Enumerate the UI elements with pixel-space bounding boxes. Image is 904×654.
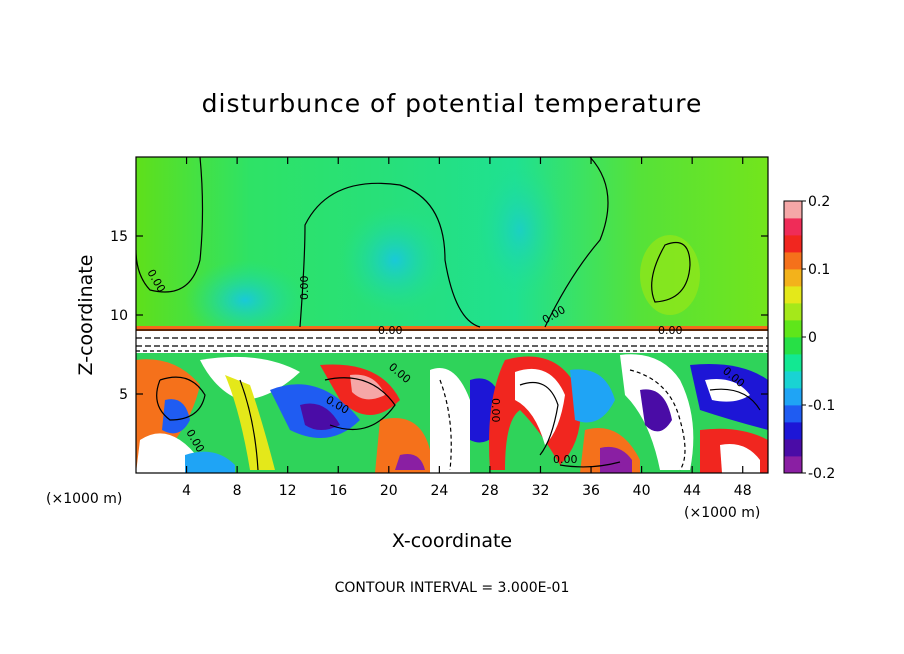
x-tick-label: 32 xyxy=(532,483,550,499)
x-tick-label: 24 xyxy=(430,483,448,499)
colorbar-segment xyxy=(784,320,802,338)
turbulent-blobs xyxy=(136,354,768,473)
x-unit-label-right: (×1000 m) xyxy=(684,505,760,521)
y-tick-label: 10 xyxy=(110,308,128,324)
chart-title: disturbunce of potential temperature xyxy=(202,89,703,118)
cyan-patch xyxy=(475,160,565,300)
contour-label: 0.00 xyxy=(489,398,502,423)
x-axis-title: X-coordinate xyxy=(392,530,512,552)
x-tick-label: 36 xyxy=(582,483,600,499)
x-tick-label: 20 xyxy=(380,483,398,499)
colorbar-segment xyxy=(784,405,802,423)
colorbar-segment xyxy=(784,235,802,253)
heatmap-field xyxy=(136,157,768,473)
x-tick-label: 12 xyxy=(279,483,297,499)
contour-label: 0.00 xyxy=(658,324,683,337)
colorbar-segment xyxy=(784,422,802,440)
y-axis-title: Z-coordinate xyxy=(75,255,97,376)
inversion-band xyxy=(136,326,768,331)
colorbar-segment xyxy=(784,439,802,457)
y-tick-label: 15 xyxy=(110,229,128,245)
inversion-white xyxy=(136,331,768,353)
colorbar-segment xyxy=(784,252,802,270)
colorbar-segment xyxy=(784,286,802,304)
x-tick-label: 4 xyxy=(182,483,191,499)
y-axis-ticks: 5 10 15 xyxy=(110,229,768,403)
colorbar-segment xyxy=(784,371,802,389)
contour-label: 0.00 xyxy=(298,276,311,301)
colorbar-ticks: 0.2 0.1 0 -0.1 -0.2 xyxy=(802,194,835,482)
x-tick-label: 8 xyxy=(233,483,242,499)
x-tick-label: 28 xyxy=(481,483,499,499)
contour-lines xyxy=(136,157,768,471)
colorbar-segment xyxy=(784,388,802,406)
colorbar-tick-label: 0 xyxy=(808,330,817,346)
colorbar-tick-label: -0.1 xyxy=(808,398,835,414)
colorbar-segment xyxy=(784,218,802,236)
x-tick-label: 16 xyxy=(329,483,347,499)
colorbar-segment xyxy=(784,269,802,287)
colorbar-segment xyxy=(784,337,802,355)
x-axis-ticks: 4 8 12 16 20 24 28 32 36 40 44 48 xyxy=(182,157,752,499)
x-unit-label-left: (×1000 m) xyxy=(46,491,122,507)
colorbar-tick-label: 0.2 xyxy=(808,194,830,210)
contour-label: 0.00 xyxy=(553,453,578,466)
colorbar-segment xyxy=(784,456,802,474)
cyan-patch xyxy=(340,205,450,315)
colorbar-tick-label: 0.1 xyxy=(808,262,830,278)
x-tick-label: 44 xyxy=(683,483,701,499)
x-tick-label: 40 xyxy=(633,483,651,499)
colorbar-segment xyxy=(784,354,802,372)
lime-patch xyxy=(640,235,700,315)
x-tick-label: 48 xyxy=(734,483,752,499)
contour-interval-note: CONTOUR INTERVAL = 3.000E-01 xyxy=(335,580,570,596)
colorbar-segment xyxy=(784,303,802,321)
contour-label: 0.00 xyxy=(378,324,403,337)
colorbar-tick-label: -0.2 xyxy=(808,466,835,482)
cyan-patch xyxy=(185,260,305,340)
colorbar-segment xyxy=(784,201,802,219)
colorbar xyxy=(783,200,803,474)
y-tick-label: 5 xyxy=(119,387,128,403)
